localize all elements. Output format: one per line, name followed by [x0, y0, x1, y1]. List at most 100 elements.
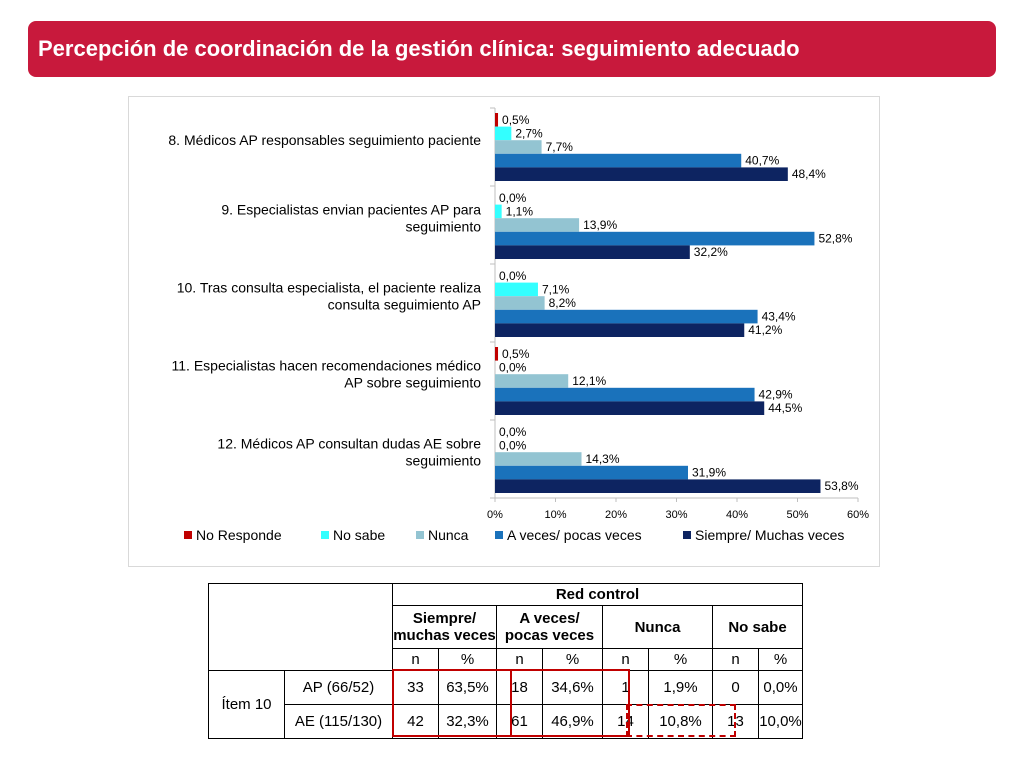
x-tick-label: 40%: [726, 509, 748, 521]
category-label: 10. Tras consulta especialista, el pacie…: [177, 280, 481, 296]
table-cell: 10,8%: [648, 704, 713, 739]
table-cell: 61: [496, 704, 543, 739]
col-header-line: Siempre/: [412, 610, 477, 627]
data-label: 8,2%: [549, 296, 577, 310]
bar: [495, 347, 499, 361]
table-cell: 0: [712, 670, 759, 705]
data-label: 40,7%: [745, 154, 779, 168]
bar: [495, 309, 758, 324]
sub-header: n: [496, 648, 543, 671]
data-label: 0,0%: [499, 438, 527, 452]
bar: [495, 452, 582, 466]
col-header-line: No sabe: [728, 618, 787, 636]
data-label: 13,9%: [583, 218, 617, 232]
bar: [495, 113, 499, 127]
table-cell: 10,0%: [758, 704, 803, 739]
x-tick-label: 50%: [786, 509, 808, 521]
legend-swatch: [683, 531, 691, 539]
table-cell: 1: [602, 670, 649, 705]
legend-swatch: [321, 531, 329, 539]
bar: [495, 218, 580, 232]
x-tick-label: 30%: [665, 509, 687, 521]
bar: [495, 204, 502, 219]
highlight-dashed-nunca: [626, 704, 736, 737]
sub-header: n: [602, 648, 649, 671]
x-tick-label: 0%: [487, 509, 503, 521]
col-header-line: muchas veces: [393, 627, 496, 644]
data-label: 7,1%: [542, 282, 570, 296]
col-header-line: pocas veces: [504, 627, 595, 644]
chart-frame: 0% 10% 20% 30% 40% 50% 60% 0,5% 2,7% 7,7% 40,7% 48,…: [128, 96, 880, 567]
bar: [495, 465, 688, 480]
item-label: Ítem 10: [208, 670, 285, 739]
title-banner: Percepción de coordinación de la gestión…: [28, 21, 996, 77]
x-tick-label: 60%: [847, 509, 869, 521]
data-label: 0,5%: [502, 347, 530, 361]
bar: [495, 140, 542, 154]
legend-label: A veces/ pocas veces: [507, 527, 642, 543]
sub-header: %: [542, 648, 603, 671]
table-row: AE (115/130) 42 32,3% 61 46,9% 14 10,8% …: [209, 704, 803, 739]
sub-header: %: [758, 648, 803, 671]
sub-header: %: [648, 648, 713, 671]
category-label: 8. Médicos AP responsables seguimiento p…: [168, 132, 481, 148]
table-cell: 1,9%: [648, 670, 713, 705]
data-label: 43,4%: [762, 310, 796, 324]
data-label: 2,7%: [515, 126, 543, 140]
bar: [495, 387, 755, 402]
category-label: seguimiento: [406, 219, 482, 235]
row-label: AP (66/52): [284, 670, 393, 705]
data-label: 53,8%: [824, 479, 858, 493]
data-label: 42,9%: [759, 388, 793, 402]
bar: [495, 374, 569, 388]
data-label: 48,4%: [792, 167, 826, 181]
data-label: 12,1%: [572, 374, 606, 388]
bar: [495, 167, 788, 181]
bar: [495, 231, 815, 246]
table-row: Ítem 10 AP (66/52) 33 63,5% 18 34,6% 1 1…: [208, 670, 803, 739]
data-label: 44,5%: [768, 401, 802, 415]
legend-label: Siempre/ Muchas veces: [695, 527, 844, 543]
table-cell: 63,5%: [438, 670, 497, 705]
sub-header: %: [438, 648, 497, 671]
data-label: 0,0%: [499, 360, 527, 374]
sub-header: n: [392, 648, 439, 671]
data-label: 7,7%: [546, 140, 574, 154]
legend-label: No sabe: [333, 527, 385, 543]
category-label: AP sobre seguimiento: [344, 375, 481, 391]
col-header-line: A veces/: [519, 610, 580, 627]
data-label: 41,2%: [748, 323, 782, 337]
bar: [495, 245, 690, 259]
row-label: AE (115/130): [284, 704, 393, 739]
bar: [495, 282, 538, 297]
group-header: Red control: [392, 583, 803, 606]
x-tick-label: 10%: [544, 509, 566, 521]
highlight-box-a-veces: [510, 669, 630, 737]
category-label: seguimiento: [406, 453, 482, 469]
legend-swatch: [184, 531, 192, 539]
col-header-a-veces: A veces/ pocas veces: [496, 605, 603, 649]
page-title: Percepción de coordinación de la gestión…: [38, 36, 800, 61]
data-label: 0,0%: [499, 425, 527, 439]
bar: [495, 479, 821, 493]
bar-chart: 0% 10% 20% 30% 40% 50% 60%0,5%2,7%7,7%40,7%48,…: [168, 107, 869, 543]
category-label: 12. Médicos AP consultan dudas AE sobre: [217, 436, 481, 452]
table-corner-cell: [208, 583, 393, 671]
col-header-nunca: Nunca: [602, 605, 713, 649]
col-header-line: Nunca: [634, 618, 681, 636]
legend-swatch: [495, 531, 503, 539]
data-label: 0,0%: [499, 269, 527, 283]
highlight-box-siempre: [392, 669, 512, 737]
data-label: 1,1%: [506, 204, 534, 218]
data-label: 14,3%: [586, 452, 620, 466]
category-label: 11. Especialistas hacen recomendaciones …: [172, 358, 482, 374]
bar: [495, 401, 765, 415]
x-tick-label: 20%: [605, 509, 627, 521]
data-label: 0,5%: [502, 113, 530, 127]
legend-swatch: [416, 531, 424, 539]
data-label: 0,0%: [499, 191, 527, 205]
bar: [495, 296, 545, 310]
legend-label: No Responde: [196, 527, 282, 543]
category-label: consulta seguimiento AP: [328, 297, 481, 313]
legend-label: Nunca: [428, 527, 469, 543]
